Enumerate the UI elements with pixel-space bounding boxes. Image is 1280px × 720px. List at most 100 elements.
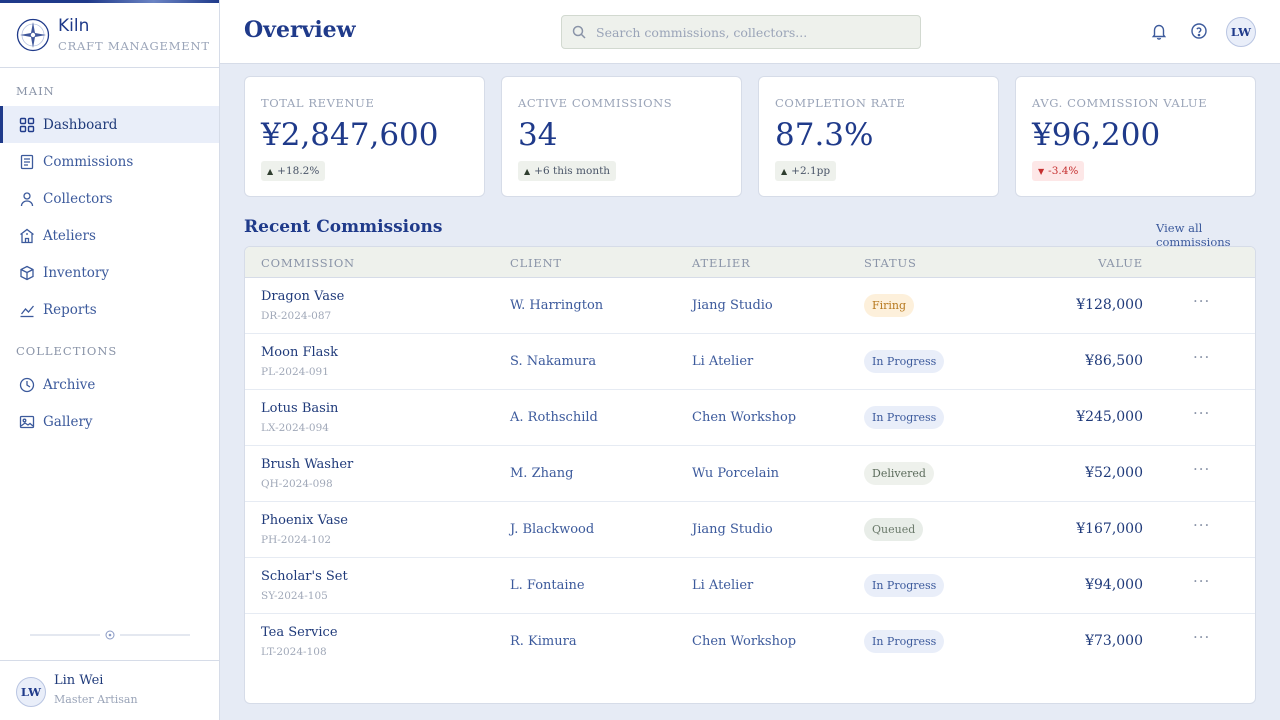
triangle-up-icon: ▲ xyxy=(781,166,788,176)
section-title: Recent Commissions xyxy=(244,217,443,237)
cube-icon xyxy=(20,265,34,280)
kpi-delta-text: -3.4% xyxy=(1048,165,1079,177)
atelier-name: Li Atelier xyxy=(692,354,754,369)
sidebar-item-reports[interactable]: Reports xyxy=(0,291,219,328)
avatar: LW xyxy=(16,677,46,707)
chart-line-icon xyxy=(20,305,34,317)
kpi-delta-text: +6 this month xyxy=(534,165,611,177)
sidebar-item-collectors[interactable]: Collectors xyxy=(0,180,219,217)
kpi-delta: ▲ +2.1pp xyxy=(775,161,837,181)
commission-name[interactable]: Tea Service xyxy=(261,625,338,640)
commission-name[interactable]: Lotus Basin xyxy=(261,401,339,416)
table-row[interactable]: Moon Flask PL-2024-091 S. Nakamura Li At… xyxy=(245,334,1255,390)
building-icon xyxy=(20,228,34,243)
kpi-delta: ▼ -3.4% xyxy=(1032,161,1085,181)
kpi-card-active-commissions: ACTIVE COMMISSIONS 34 ▲ +6 this month xyxy=(501,76,742,197)
atelier-name: Jiang Studio xyxy=(692,522,773,537)
grid-icon xyxy=(19,117,35,132)
header-avatar[interactable]: LW xyxy=(1226,17,1256,47)
sidebar-item-label: Commissions xyxy=(43,153,134,170)
client-name: J. Blackwood xyxy=(510,522,595,537)
more-options-icon[interactable]: ··· xyxy=(1193,404,1211,422)
commission-code: PH-2024-102 xyxy=(261,534,332,546)
kpi-delta-text: +2.1pp xyxy=(791,165,831,177)
search-input[interactable] xyxy=(596,24,906,40)
triangle-up-icon: ▲ xyxy=(267,166,274,176)
bell-icon[interactable] xyxy=(1150,22,1168,40)
status-badge: In Progress xyxy=(864,350,945,373)
kpi-delta-text: +18.2% xyxy=(277,165,320,177)
kpi-card-avg-commission-value: AVG. COMMISSION VALUE ¥96,200 ▼ -3.4% xyxy=(1015,76,1256,197)
page-title: Overview xyxy=(244,17,356,43)
sidebar-item-inventory[interactable]: Inventory xyxy=(0,254,219,291)
document-icon xyxy=(20,154,34,169)
table-row[interactable]: Tea Service LT-2024-108 R. Kimura Chen W… xyxy=(245,614,1255,670)
status-badge: Delivered xyxy=(864,462,934,485)
kpi-delta: ▲ +18.2% xyxy=(261,161,326,181)
user-profile[interactable]: LW Lin Wei Master Artisan xyxy=(0,660,219,720)
table-row[interactable]: Dragon Vase DR-2024-087 W. Harrington Ji… xyxy=(245,278,1255,334)
sidebar-item-label: Inventory xyxy=(43,264,109,281)
commission-code: PL-2024-091 xyxy=(261,366,329,378)
column-header-client[interactable]: CLIENT xyxy=(510,256,562,270)
client-name: S. Nakamura xyxy=(510,354,597,369)
kpi-label: AVG. COMMISSION VALUE xyxy=(1032,96,1208,110)
kpi-label: TOTAL REVENUE xyxy=(261,96,375,110)
sidebar-item-label: Reports xyxy=(43,301,97,318)
commission-name[interactable]: Scholar's Set xyxy=(261,569,348,584)
more-options-icon[interactable]: ··· xyxy=(1193,516,1211,534)
view-all-link[interactable]: View all commissions xyxy=(1156,221,1231,249)
table-row[interactable]: Phoenix Vase PH-2024-102 J. Blackwood Ji… xyxy=(245,502,1255,558)
user-role: Master Artisan xyxy=(54,693,138,706)
more-options-icon[interactable]: ··· xyxy=(1193,348,1211,366)
atelier-name: Jiang Studio xyxy=(692,298,773,313)
kpi-value: ¥96,200 xyxy=(1032,117,1161,153)
kpi-delta: ▲ +6 this month xyxy=(518,161,617,181)
sidebar-item-archive[interactable]: Archive xyxy=(0,366,219,403)
brand[interactable]: Kiln CRAFT MANAGEMENT xyxy=(0,3,219,68)
more-options-icon[interactable]: ··· xyxy=(1193,628,1211,646)
sidebar-item-commissions[interactable]: Commissions xyxy=(0,143,219,180)
triangle-down-icon: ▼ xyxy=(1038,166,1045,176)
header: Overview LW xyxy=(220,0,1280,64)
commission-name[interactable]: Brush Washer xyxy=(261,457,354,472)
table-row[interactable]: Scholar's Set SY-2024-105 L. Fontaine Li… xyxy=(245,558,1255,614)
commission-code: LX-2024-094 xyxy=(261,422,329,434)
commission-name[interactable]: Dragon Vase xyxy=(261,289,345,304)
atelier-name: Wu Porcelain xyxy=(692,466,780,481)
status-badge: In Progress xyxy=(864,574,945,597)
column-header-atelier[interactable]: ATELIER xyxy=(692,256,751,270)
help-icon[interactable] xyxy=(1190,22,1208,40)
sidebar-item-ateliers[interactable]: Ateliers xyxy=(0,217,219,254)
table-row[interactable]: Lotus Basin LX-2024-094 A. Rothschild Ch… xyxy=(245,390,1255,446)
table-header: COMMISSION CLIENT ATELIER STATUS VALUE xyxy=(245,247,1255,278)
sidebar-item-label: Ateliers xyxy=(43,227,96,244)
column-header-status[interactable]: STATUS xyxy=(864,256,917,270)
commission-value: ¥167,000 xyxy=(1076,521,1143,537)
commission-name[interactable]: Moon Flask xyxy=(261,345,338,360)
more-options-icon[interactable]: ··· xyxy=(1193,572,1211,590)
status-badge: Firing xyxy=(864,294,915,317)
image-icon xyxy=(19,415,35,428)
client-name: M. Zhang xyxy=(510,466,574,481)
commission-value: ¥128,000 xyxy=(1076,297,1143,313)
client-name: W. Harrington xyxy=(510,298,604,313)
table-row[interactable]: Brush Washer QH-2024-098 M. Zhang Wu Por… xyxy=(245,446,1255,502)
triangle-up-icon: ▲ xyxy=(524,166,531,176)
atelier-name: Chen Workshop xyxy=(692,634,797,649)
status-badge: In Progress xyxy=(864,406,945,429)
more-options-icon[interactable]: ··· xyxy=(1193,460,1211,478)
column-header-commission[interactable]: COMMISSION xyxy=(261,256,355,270)
sidebar-item-dashboard[interactable]: Dashboard xyxy=(0,106,219,143)
kpi-card-total-revenue: TOTAL REVENUE ¥2,847,600 ▲ +18.2% xyxy=(244,76,485,197)
sidebar-item-label: Collectors xyxy=(43,190,113,207)
commission-name[interactable]: Phoenix Vase xyxy=(261,513,348,528)
user-icon xyxy=(20,191,34,206)
search-box[interactable] xyxy=(561,15,921,49)
sidebar-item-gallery[interactable]: Gallery xyxy=(0,403,219,440)
sidebar-item-label: Gallery xyxy=(43,413,93,430)
more-options-icon[interactable]: ··· xyxy=(1193,292,1211,310)
client-name: R. Kimura xyxy=(510,634,577,649)
column-header-value[interactable]: VALUE xyxy=(1098,256,1143,270)
search-icon xyxy=(572,25,586,39)
